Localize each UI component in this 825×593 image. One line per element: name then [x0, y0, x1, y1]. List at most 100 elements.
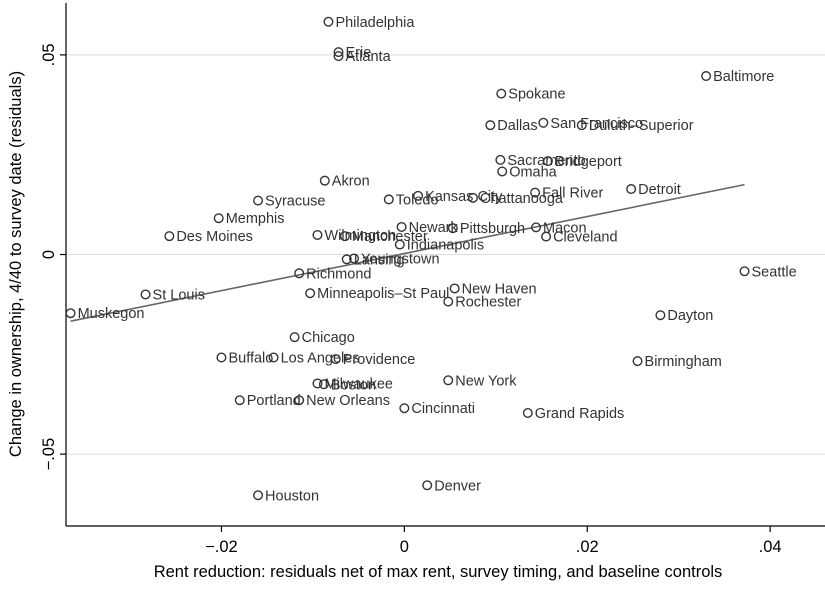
point-label: Duluth–Superior: [589, 118, 694, 134]
data-point: Los Angeles: [268, 351, 360, 367]
point-marker: [289, 332, 300, 343]
point-marker: [626, 184, 637, 195]
point-label: Buffalo: [228, 351, 273, 367]
point-label: Indianapolis: [407, 238, 484, 254]
data-point: Pittsburgh: [447, 221, 525, 237]
x-tick-label: .04: [759, 538, 782, 556]
point-marker: [443, 375, 454, 386]
point-marker: [294, 395, 305, 406]
data-point: Akron: [319, 174, 370, 190]
data-point: Duluth–Superior: [576, 118, 694, 134]
point-label: San Francisco: [550, 116, 643, 132]
point-label: Detroit: [638, 182, 681, 198]
point-label: Spokane: [508, 87, 565, 103]
x-tick-label: 0: [400, 538, 409, 556]
point-marker: [495, 154, 506, 165]
point-marker: [213, 213, 224, 224]
data-point: Macon: [531, 220, 587, 236]
point-marker: [312, 229, 323, 240]
point-marker: [497, 166, 508, 177]
point-marker: [399, 403, 410, 414]
point-label: Des Moines: [176, 229, 253, 245]
point-label: Manchester: [352, 229, 428, 245]
axis-ticks: −.05 0 .05 −.02 0 .02 .04: [40, 43, 782, 556]
data-point: Muskegon: [65, 306, 144, 322]
point-marker: [333, 47, 344, 58]
data-point: Cleveland: [541, 230, 618, 246]
data-point: Rochester: [443, 295, 522, 311]
point-marker: [701, 71, 712, 82]
point-marker: [349, 253, 360, 264]
data-point: Omaha: [497, 164, 558, 180]
point-marker: [394, 239, 405, 250]
point-marker: [216, 352, 227, 363]
point-label: Boston: [331, 377, 376, 393]
data-point: Philadelphia: [323, 15, 415, 31]
point-marker: [253, 195, 264, 206]
point-marker: [253, 490, 264, 501]
point-label: Toledo: [396, 192, 439, 208]
point-label: Milwaukee: [324, 376, 393, 392]
point-marker: [339, 231, 350, 242]
data-point: Kansas City: [413, 189, 503, 205]
point-marker: [739, 266, 750, 277]
point-marker: [576, 120, 587, 131]
point-label: Cincinnati: [411, 401, 475, 417]
point-label: Pittsburgh: [460, 221, 525, 237]
data-point: Chattanooga: [467, 191, 564, 207]
point-marker: [485, 120, 496, 131]
point-marker: [655, 310, 666, 321]
point-marker: [333, 51, 344, 62]
data-point: San Francisco: [538, 116, 643, 132]
point-marker: [422, 480, 433, 491]
point-marker: [164, 231, 175, 242]
x-axis-label: Rent reduction: residuals net of max ren…: [154, 563, 723, 581]
data-point: New York: [443, 373, 517, 389]
point-label: Seattle: [752, 264, 797, 280]
y-tick-label: −.05: [40, 438, 58, 471]
point-label: Kansas City: [425, 189, 503, 205]
y-tick-label: .05: [40, 43, 58, 66]
data-point: Sacramento: [495, 153, 586, 169]
data-point: Portland: [234, 393, 301, 409]
data-point: St Louis: [140, 287, 205, 303]
point-label: Los Angeles: [281, 351, 360, 367]
data-point: Dallas: [485, 118, 538, 134]
point-marker: [383, 194, 394, 205]
point-label: Dayton: [667, 308, 713, 324]
point-label: Dallas: [497, 118, 537, 134]
point-label: Erie: [346, 45, 372, 61]
data-point: Richmond: [294, 266, 371, 282]
y-tick-label: 0: [40, 250, 58, 259]
point-label: Baltimore: [713, 69, 774, 85]
data-point: Erie: [333, 45, 372, 61]
point-marker: [312, 378, 323, 389]
point-label: Houston: [265, 488, 319, 504]
point-marker: [538, 117, 549, 128]
point-marker: [447, 223, 458, 234]
point-label: Bridgeport: [555, 154, 622, 170]
point-label: Macon: [543, 220, 587, 236]
point-marker: [323, 16, 334, 27]
point-label: Denver: [434, 478, 481, 494]
point-marker: [268, 352, 279, 363]
point-marker: [319, 175, 330, 186]
data-point: Indianapolis: [394, 238, 484, 254]
point-label: Providence: [343, 352, 416, 368]
data-point: Denver: [422, 478, 481, 494]
point-marker: [496, 88, 507, 99]
point-label: Birmingham: [645, 354, 722, 370]
data-point: Spokane: [496, 87, 566, 103]
point-marker: [632, 356, 643, 367]
point-label: New Orleans: [306, 393, 390, 409]
point-label: Youngstown: [361, 252, 439, 268]
data-point: Manchester: [339, 229, 428, 245]
data-point: Memphis: [213, 211, 285, 227]
point-marker: [449, 283, 460, 294]
point-marker: [396, 221, 407, 232]
point-label: Sacramento: [507, 153, 585, 169]
point-label: Rochester: [455, 295, 521, 311]
point-label: New York: [455, 373, 517, 389]
point-label: Newark: [409, 220, 459, 236]
